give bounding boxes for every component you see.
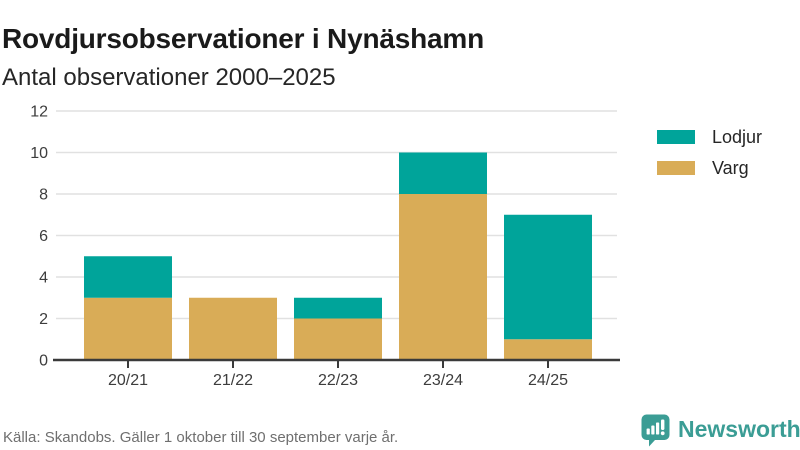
newsworthy-wordmark: Newsworthy (678, 416, 800, 442)
newsworthy-speech-bubble-barchart-icon (641, 414, 670, 447)
bar-segment-lodjur (399, 152, 487, 194)
bar-segment-lodjur (84, 256, 172, 298)
mini-bar-2 (651, 425, 655, 435)
bar-segment-lodjur (504, 214, 592, 340)
chart-legend: Lodjur Varg (657, 128, 762, 190)
exclamation-dot (660, 431, 665, 436)
legend-swatch-lodjur (657, 130, 695, 144)
newsworthy-logo: Newsworthy (641, 414, 800, 447)
chart-subtitle: Antal observationer 2000–2025 (2, 64, 336, 91)
legend-item-varg: Varg (657, 159, 762, 177)
y-tick-label: 2 (39, 311, 48, 328)
x-tick-label: 23/24 (423, 372, 463, 389)
bar-segment-varg (399, 194, 487, 360)
legend-swatch-varg (657, 161, 695, 175)
y-tick-label: 10 (30, 145, 48, 162)
page-title: Rovdjursobservationer i Nynäshamn (2, 22, 484, 54)
bar-segment-varg (84, 297, 172, 360)
legend-item-lodjur: Lodjur (657, 128, 762, 146)
y-tick-label: 12 (30, 104, 48, 121)
bar-segment-lodjur (294, 297, 382, 319)
y-tick-label: 0 (39, 353, 48, 370)
legend-label-varg: Varg (712, 158, 749, 178)
y-tick-label: 8 (39, 187, 48, 204)
mini-bar-3 (656, 422, 660, 435)
x-tick-label: 24/25 (528, 372, 568, 389)
stacked-bar-chart: 0 2 4 6 8 10 12 20/21 21/22 22/23 23/24 24/25 (30, 104, 620, 389)
bar-segment-varg (294, 318, 382, 360)
x-tick-label: 21/22 (213, 372, 253, 389)
mini-bar-1 (646, 428, 650, 435)
y-tick-label: 6 (39, 228, 48, 245)
x-tick-label: 20/21 (108, 372, 148, 389)
legend-label-lodjur: Lodjur (712, 127, 763, 147)
speech-bubble-shape (641, 414, 670, 447)
exclamation-stem (661, 419, 665, 430)
y-tick-label: 4 (39, 270, 48, 287)
bar-segment-varg (189, 297, 277, 360)
bar-segment-varg (504, 339, 592, 360)
source-note: Källa: Skandobs. Gäller 1 oktober till 3… (3, 429, 399, 446)
x-tick-label: 22/23 (318, 372, 358, 389)
